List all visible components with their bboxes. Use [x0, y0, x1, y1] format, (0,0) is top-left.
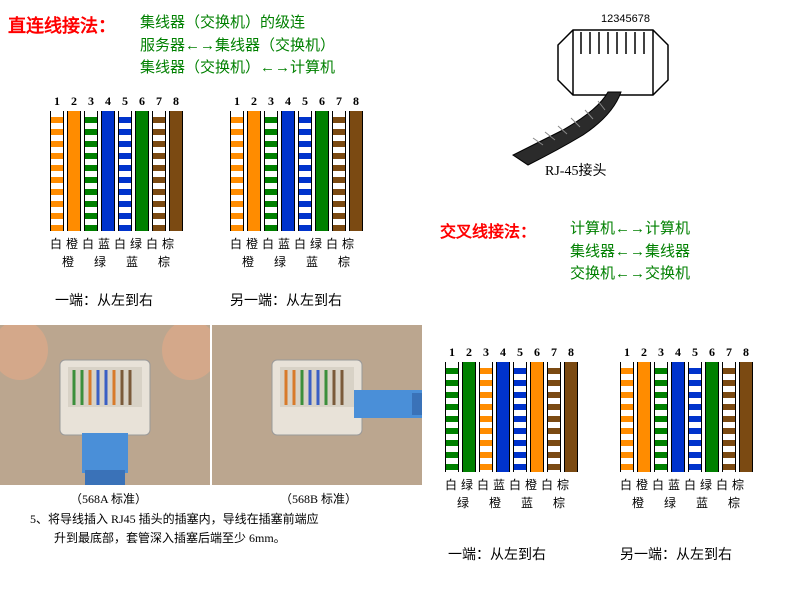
photo-568b — [212, 325, 422, 485]
cross-desc: 计算机←→计算机集线器←→集线器交换机←→交换机 — [570, 218, 690, 286]
rj45-connector-drawing: 12345678 — [503, 10, 683, 170]
end-label-bl: 一端：从左到右 — [448, 544, 546, 564]
straight-desc: 集线器（交换机）的级连服务器←→集线器（交换机）集线器（交换机）←→计算机 — [140, 12, 335, 80]
photo-568a-label: （568A 标准） — [70, 490, 147, 507]
end-label-tl: 一端：从左到右 — [55, 290, 153, 310]
rj45-label: RJ-45接头 — [545, 160, 606, 180]
straight-title: 直连线接法： — [8, 12, 116, 38]
end-label-br: 另一端：从左到右 — [620, 544, 732, 564]
svg-text:12345678: 12345678 — [601, 13, 650, 25]
end-label-tr: 另一端：从左到右 — [230, 290, 342, 310]
wire-diagram-bot-right: 12345678白橙白蓝白绿白棕橙绿蓝棕 — [620, 345, 760, 511]
photo-568a — [0, 325, 210, 485]
instruction-text: 5、将导线插入 RJ45 插头的插塞内，导线在插塞前端应 升到最底部，套管深入插… — [30, 510, 319, 548]
cross-title: 交叉线接法： — [440, 218, 536, 242]
photo-568b-label: （568B 标准） — [280, 490, 357, 507]
wire-diagram-bot-left: 12345678白绿白蓝白橙白棕绿橙蓝棕 — [445, 345, 585, 511]
wire-diagram-top-right: 12345678白橙白蓝白绿白棕橙绿蓝棕 — [230, 94, 370, 270]
wire-diagram-top-left: 12345678白橙白蓝白绿白棕橙绿蓝棕 — [50, 94, 190, 270]
